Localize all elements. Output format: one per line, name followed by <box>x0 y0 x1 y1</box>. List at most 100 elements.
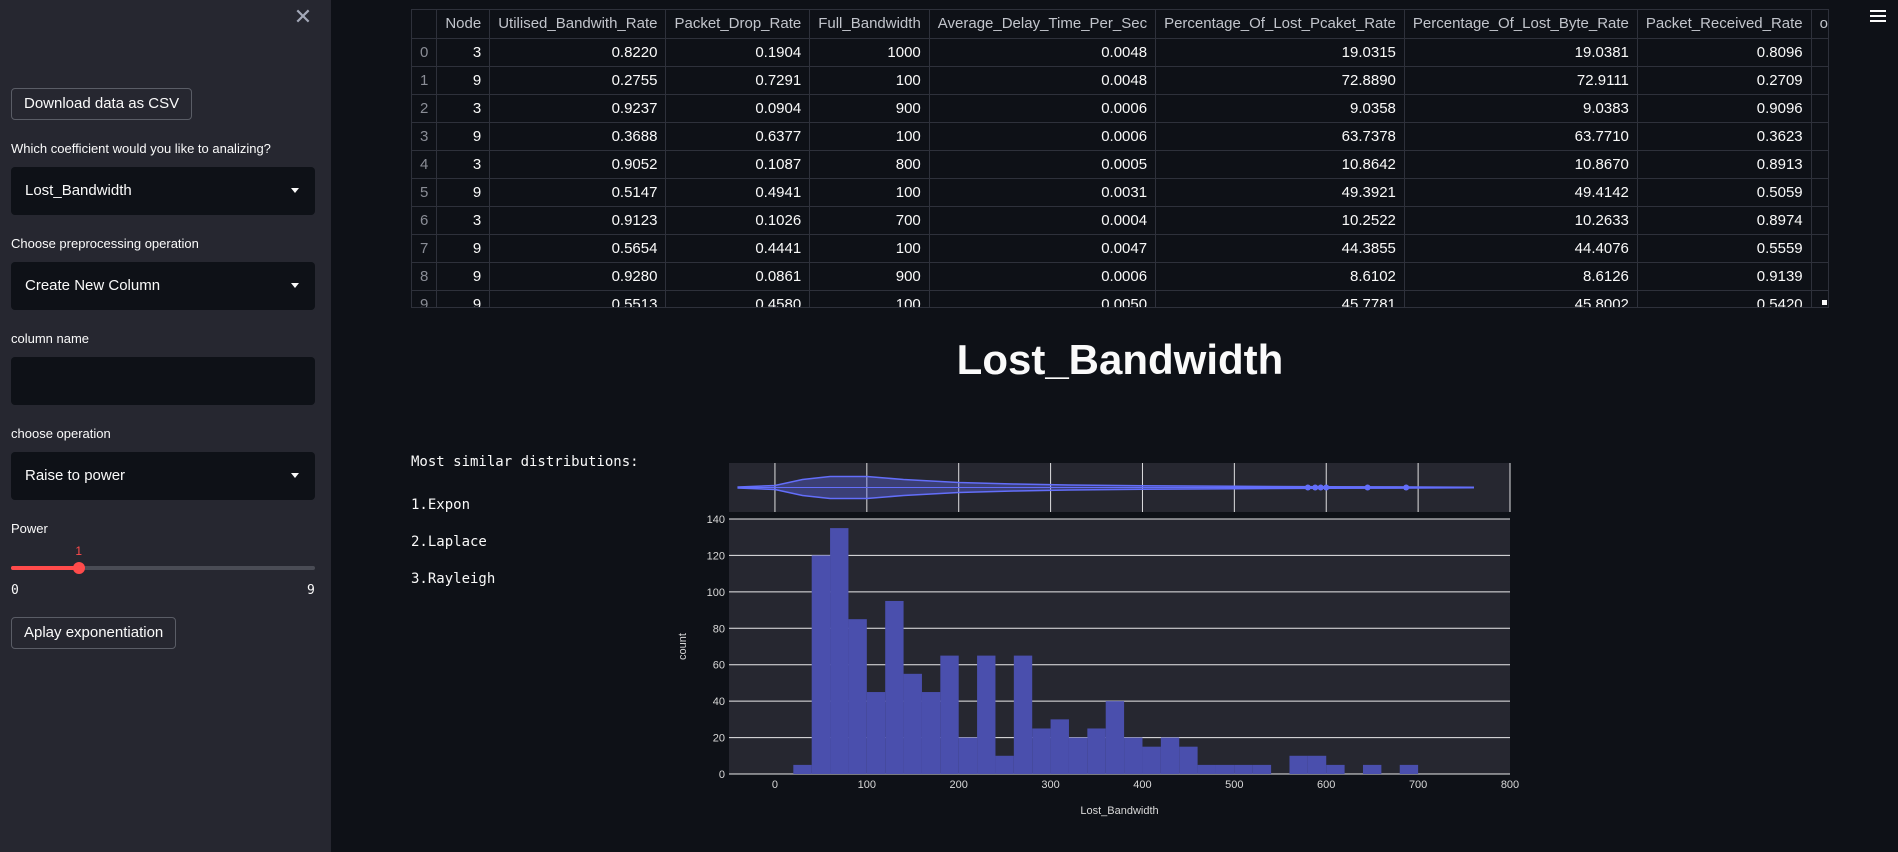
table-cell <box>1811 150 1828 179</box>
histogram-bar[interactable] <box>1234 764 1253 774</box>
chevron-down-icon <box>291 188 299 193</box>
table-cell: 44.4076 <box>1404 234 1638 263</box>
histogram-bar[interactable] <box>793 764 812 774</box>
similar-distribution-1: 1.Expon <box>411 497 471 513</box>
table-row: 7 9 0.5654 0.4441 100 0.0047 44.3855 44.4076 0.5… <box>412 234 1828 263</box>
data-table: Node Utilised_Bandwith_Rate Packet_Drop_Ra… <box>412 10 1828 307</box>
histogram-bar[interactable] <box>1326 764 1345 774</box>
table-cell: 0.4441 <box>665 234 811 263</box>
download-csv-button[interactable]: Download data as CSV <box>11 88 193 120</box>
histogram-bar[interactable] <box>977 655 996 774</box>
histogram-bar[interactable] <box>921 692 941 774</box>
coefficient-select[interactable]: Lost_Bandwidth <box>11 167 315 215</box>
violin-outlier-point[interactable] <box>1312 484 1319 491</box>
histogram-bar[interactable] <box>1252 764 1272 774</box>
page-title: Lost_Bandwidth <box>956 336 1284 383</box>
table-resize-handle[interactable] <box>1822 300 1827 305</box>
preprocessing-select[interactable]: Create New Column <box>11 262 315 310</box>
histogram-bar[interactable] <box>958 737 978 774</box>
table-cell: 100 <box>809 290 930 307</box>
power-slider-track[interactable] <box>11 566 315 570</box>
y-axis-title: count <box>677 633 689 660</box>
column-name-input[interactable] <box>11 357 315 405</box>
histogram-bar[interactable] <box>903 673 922 774</box>
table-cell: 45.7781 <box>1155 290 1405 307</box>
row-index-cell: 2 <box>412 94 438 123</box>
histogram-bar[interactable] <box>885 600 904 774</box>
row-index-cell: 8 <box>412 262 438 291</box>
table-cell: 0.8974 <box>1637 206 1812 235</box>
table-cell: 0.5420 <box>1637 290 1812 307</box>
table-header-row: Node Utilised_Bandwith_Rate Packet_Drop_Ra… <box>412 10 1828 39</box>
table-cell: 19.0381 <box>1404 38 1638 67</box>
table-header-cell[interactable]: Percentage_Of_Lost_Byte_Rate <box>1404 10 1638 39</box>
y-tick-label: 60 <box>713 660 725 672</box>
table-cell <box>1811 206 1828 235</box>
histogram-bar[interactable] <box>1179 746 1198 774</box>
histogram-bar[interactable] <box>995 755 1014 774</box>
histogram-bar[interactable] <box>1013 655 1033 774</box>
histogram-bar[interactable] <box>1399 764 1419 774</box>
histogram-bar[interactable] <box>1197 764 1216 774</box>
table-cell: 0.1904 <box>665 38 811 67</box>
table-header-cell[interactable]: Node <box>436 10 491 39</box>
hamburger-menu-icon[interactable] <box>1870 8 1886 24</box>
table-cell: 0.5147 <box>489 178 667 207</box>
histogram-bar[interactable] <box>1142 746 1161 774</box>
histogram-bar[interactable] <box>830 528 849 774</box>
table-cell: 0.2755 <box>489 66 667 95</box>
apply-exponentiation-button[interactable]: Aplay exponentiation <box>11 617 177 649</box>
dataframe-table[interactable]: Node Utilised_Bandwith_Rate Packet_Drop_Ra… <box>411 9 1829 308</box>
table-cell: 0.4580 <box>665 290 811 307</box>
histogram-bar[interactable] <box>1050 719 1069 774</box>
histogram-bar[interactable] <box>1307 755 1327 774</box>
row-index-cell: 7 <box>412 234 438 263</box>
power-slider-thumb[interactable] <box>72 562 85 574</box>
table-header-cell[interactable]: Packet_Drop_Rate <box>665 10 811 39</box>
table-cell: 0.0050 <box>929 290 1157 307</box>
histogram-bar[interactable] <box>848 619 867 774</box>
table-cell: 0.9280 <box>489 262 667 291</box>
table-header-cell[interactable]: Packet_Received_Rate <box>1637 10 1812 39</box>
table-header-cell[interactable] <box>412 10 438 39</box>
histogram-bar[interactable] <box>1289 755 1308 774</box>
sidebar: ✕ Download data as CSV Which coefficient… <box>0 0 331 852</box>
histogram-bar[interactable] <box>1087 728 1106 774</box>
table-row: 5 9 0.5147 0.4941 100 0.0031 49.3921 49.4142 0.5… <box>412 178 1828 207</box>
table-cell <box>1811 234 1828 263</box>
table-header-cell[interactable]: Average_Delay_Time_Per_Sec <box>929 10 1157 39</box>
table-row: 9 9 0.5513 0.4580 100 0.0050 45.7781 45.8002 0.5… <box>412 290 1828 307</box>
similar-distributions-header: Most similar distributions: <box>411 454 639 470</box>
violin-outlier-point[interactable] <box>1323 484 1330 491</box>
table-header-cell[interactable]: Utilised_Bandwith_Rate <box>489 10 667 39</box>
histogram-bar[interactable] <box>1068 737 1088 774</box>
table-cell: 0.9237 <box>489 94 667 123</box>
x-tick-label: 500 <box>1225 779 1243 791</box>
table-header-cell[interactable]: Full_Bandwidth <box>809 10 930 39</box>
violin-outlier-point[interactable] <box>1403 484 1410 491</box>
operation-select[interactable]: Raise to power <box>11 452 315 500</box>
histogram-bar[interactable] <box>1124 737 1143 774</box>
table-row: 0 3 0.8220 0.1904 1000 0.0048 19.0315 19.0381 0.… <box>412 38 1828 67</box>
violin-outlier-point[interactable] <box>1317 484 1324 491</box>
table-cell: 8.6102 <box>1155 262 1405 291</box>
table-cell: 0.1087 <box>665 150 811 179</box>
histogram-bar[interactable] <box>811 555 831 774</box>
histogram-bar[interactable] <box>1215 764 1235 774</box>
table-header-cell[interactable]: of_Used_Bandwidth <box>1811 10 1828 39</box>
histogram-bar[interactable] <box>1105 701 1125 774</box>
table-header-cell[interactable]: Percentage_Of_Lost_Pcaket_Rate <box>1155 10 1405 39</box>
chevron-down-icon <box>291 473 299 478</box>
histogram-bar[interactable] <box>866 692 886 774</box>
histogram-bar[interactable] <box>940 655 959 774</box>
close-sidebar-icon[interactable]: ✕ <box>293 4 313 29</box>
violin-outlier-point[interactable] <box>1304 484 1311 491</box>
table-cell: 45.8002 <box>1404 290 1638 307</box>
table-cell: 0.8220 <box>489 38 667 67</box>
histogram-bar[interactable] <box>1032 728 1051 774</box>
histogram-bar[interactable] <box>1160 737 1180 774</box>
violin-outlier-point[interactable] <box>1364 484 1371 491</box>
table-cell: 8.6126 <box>1404 262 1638 291</box>
histogram-bar[interactable] <box>1362 764 1382 774</box>
